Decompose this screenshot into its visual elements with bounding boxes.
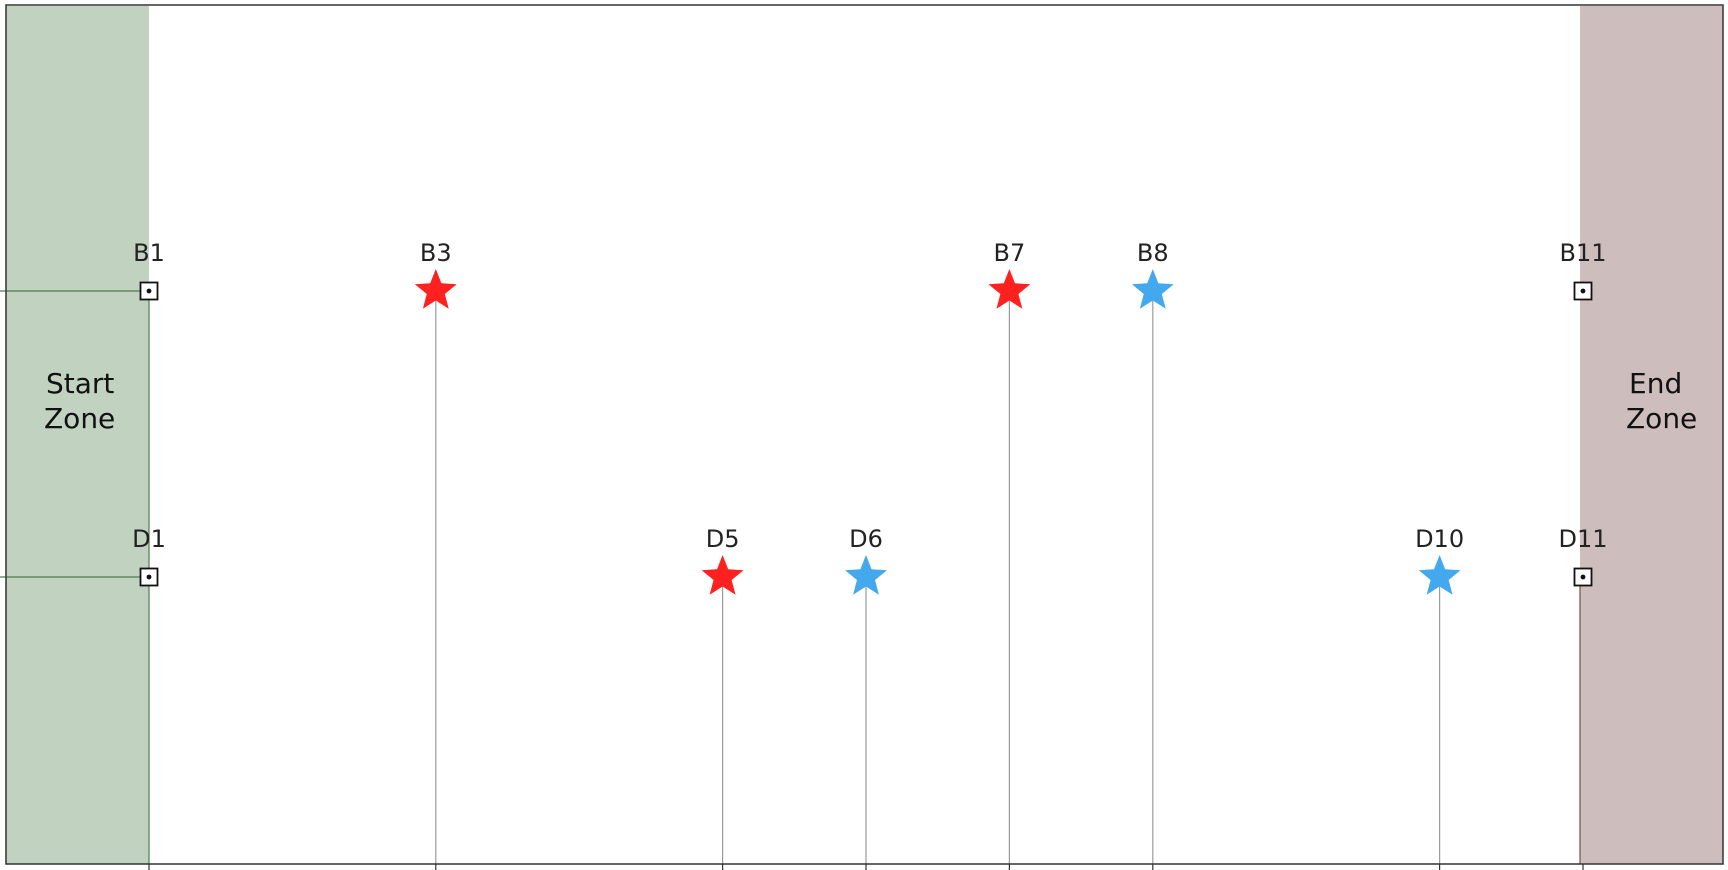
end-zone bbox=[1580, 6, 1723, 864]
start-zone-label-line2: Zone bbox=[44, 402, 115, 435]
star-d10 bbox=[1418, 555, 1461, 595]
stems-layer bbox=[435, 291, 1441, 864]
star-b7 bbox=[988, 269, 1031, 309]
start-zone-label-line1: Start bbox=[46, 367, 114, 400]
axis-ticks bbox=[148, 864, 1584, 870]
star-d5 bbox=[701, 555, 744, 595]
nodes-layer: B1 B3 B7 B8 B11 D1 D5 D6 D10 D11 bbox=[132, 239, 1608, 595]
label-d10: D10 bbox=[1415, 525, 1464, 553]
star-d6 bbox=[845, 555, 887, 595]
label-b7: B7 bbox=[994, 239, 1026, 267]
label-b1: B1 bbox=[133, 239, 165, 267]
label-d11: D11 bbox=[1558, 525, 1607, 553]
star-b3 bbox=[414, 269, 457, 309]
end-zone-label-line2: Zone bbox=[1626, 402, 1697, 435]
box-dot-b11 bbox=[1580, 288, 1586, 294]
end-zone-label-line1: End bbox=[1629, 367, 1682, 400]
guides-layer bbox=[0, 290, 1581, 864]
label-d6: D6 bbox=[849, 525, 883, 553]
box-dot-d1 bbox=[146, 574, 152, 580]
box-dot-b1 bbox=[146, 288, 152, 294]
start-zone bbox=[6, 6, 149, 864]
label-b8: B8 bbox=[1137, 239, 1169, 267]
box-dot-d11 bbox=[1580, 574, 1586, 580]
label-d5: D5 bbox=[706, 525, 740, 553]
label-d1: D1 bbox=[132, 525, 166, 553]
star-b8 bbox=[1131, 269, 1174, 309]
label-b11: B11 bbox=[1559, 239, 1606, 267]
label-b3: B3 bbox=[420, 239, 452, 267]
diagram-frame bbox=[5, 4, 1724, 865]
